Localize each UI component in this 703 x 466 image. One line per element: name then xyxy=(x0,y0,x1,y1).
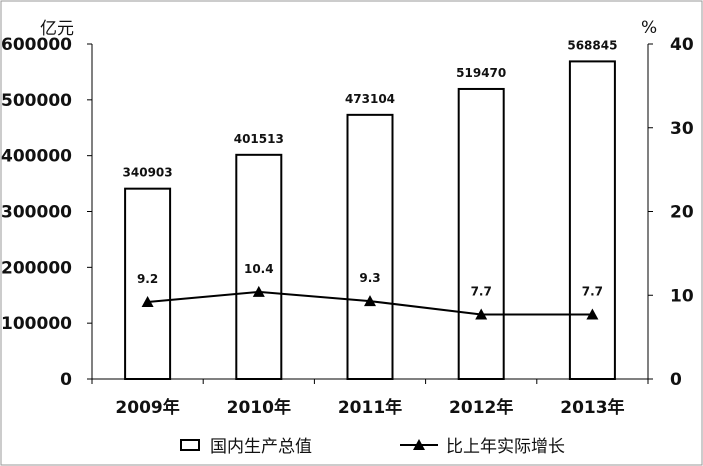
bar xyxy=(457,87,505,380)
line-value-label: 10.4 xyxy=(244,262,274,276)
x-tick-label: 2013年 xyxy=(560,397,624,418)
bar-value-label: 473104 xyxy=(345,92,395,106)
y-left-tick-label: 600000 xyxy=(1,35,72,55)
y-axis-left-label: 亿元 xyxy=(40,19,74,39)
bar xyxy=(346,113,394,380)
bar xyxy=(568,60,616,381)
bar xyxy=(235,153,283,380)
line-point xyxy=(141,295,154,307)
y-right-tick-label: 20 xyxy=(670,203,694,223)
y-left-tick-label: 500000 xyxy=(1,91,72,111)
y-left-tick-label: 300000 xyxy=(1,203,72,223)
bar xyxy=(124,187,172,380)
y-right-tick-label: 30 xyxy=(670,119,694,139)
line-point xyxy=(364,295,376,307)
bar-value-label: 519470 xyxy=(456,66,506,80)
y-left-tick-label: 200000 xyxy=(1,258,72,278)
bar-value-label: 568845 xyxy=(567,38,617,52)
y-right-tick-label: 10 xyxy=(670,286,694,306)
y-axis-right-label: % xyxy=(641,18,658,38)
y-left-tick-label: 100000 xyxy=(1,314,72,334)
legend-bar-swatch xyxy=(180,438,200,451)
y-right-tick-label: 0 xyxy=(670,370,682,390)
line-point xyxy=(252,285,265,297)
line-point xyxy=(475,308,488,320)
legend-item-gdp: 国内生产总值 xyxy=(180,432,312,457)
legend-label-gdp: 国内生产总值 xyxy=(210,437,312,457)
x-tick-label: 2010年 xyxy=(227,397,291,418)
bar-value-label: 401513 xyxy=(234,132,284,146)
x-tick-label: 2009年 xyxy=(115,397,179,418)
x-tick-label: 2011年 xyxy=(338,397,402,418)
y-left-tick-label: 0 xyxy=(60,370,72,390)
line-point xyxy=(586,308,599,320)
x-tick-label: 2012年 xyxy=(449,397,513,418)
line-value-label: 9.2 xyxy=(137,272,158,286)
line-value-label: 7.7 xyxy=(471,285,492,299)
legend-label-growth: 比上年实际增长 xyxy=(446,437,565,457)
legend-item-growth: 比上年实际增长 xyxy=(400,432,565,457)
line-value-label: 7.7 xyxy=(582,285,603,299)
legend-line-swatch xyxy=(400,438,438,450)
line-value-label: 9.3 xyxy=(359,271,380,285)
y-right-tick-label: 40 xyxy=(670,35,694,55)
y-left-tick-label: 400000 xyxy=(1,147,72,167)
bar-value-label: 340903 xyxy=(123,166,173,180)
